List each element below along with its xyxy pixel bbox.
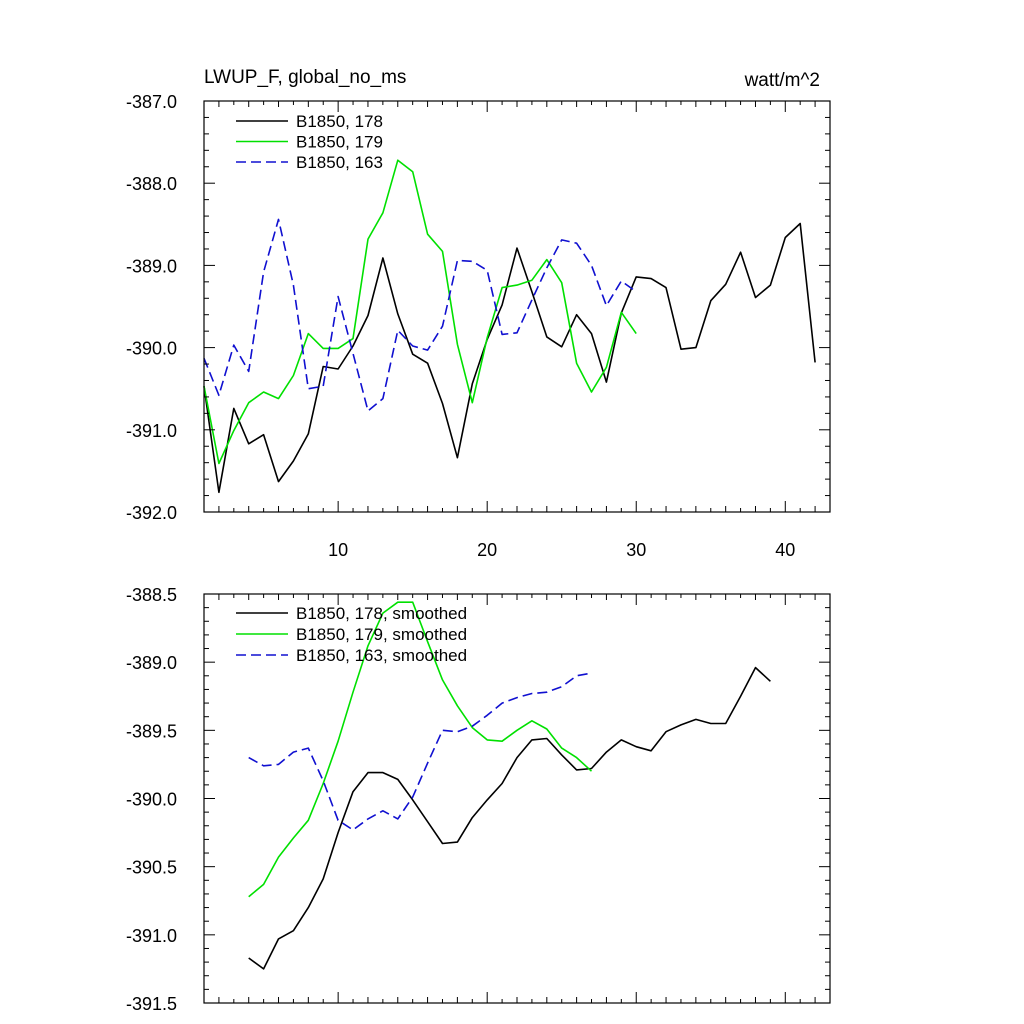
legend-label: B1850, 179, smoothed (296, 625, 467, 644)
y-tick-label: -389.5 (126, 721, 177, 741)
x-tick-label: 30 (626, 540, 646, 560)
series-line-1 (248, 666, 771, 970)
y-tick-label: -389.0 (126, 256, 177, 276)
series-lines (203, 159, 816, 494)
series-line-3 (248, 672, 592, 831)
y-tick-label: -387.0 (126, 92, 177, 112)
y-tick-label: -388.5 (126, 585, 177, 605)
y-tick-label: -392.0 (126, 503, 177, 523)
y-tick-label: -390.5 (126, 858, 177, 878)
top-panel: LWUP_F, global_no_ms watt/m^2 -392.0 -391… (126, 67, 831, 560)
bottom-panel: -391.5 -391.0 -390.5 -390.0 -389.5 -389.0 -388… (126, 585, 831, 1014)
legend-label: B1850, 178 (296, 112, 383, 131)
legend-label: B1850, 163, smoothed (296, 646, 467, 665)
x-tick-label: 10 (328, 540, 348, 560)
y-tick-label: -391.5 (126, 994, 177, 1014)
legend-label: B1850, 178, smoothed (296, 604, 467, 623)
axes: -391.5 -391.0 -390.5 -390.0 -389.5 -389.0 -388… (126, 585, 831, 1014)
units-label: watt/m^2 (744, 70, 820, 91)
series-line-3 (203, 218, 637, 412)
series-line-1 (203, 222, 816, 494)
y-tick-label: -391.0 (126, 926, 177, 946)
y-tick-label: -389.0 (126, 653, 177, 673)
x-tick-label: 20 (477, 540, 497, 560)
axes: -392.0 -391.0 -390.0 -389.0 -388.0 -387.0 10 20… (126, 92, 831, 560)
series-line-2 (203, 159, 637, 465)
series-line-2 (248, 601, 593, 898)
y-tick-label: -390.0 (126, 339, 177, 359)
legend: B1850, 178, smoothed B1850, 179, smoothed… (236, 604, 467, 665)
y-tick-label: -388.0 (126, 174, 177, 194)
y-tick-label: -391.0 (126, 421, 177, 441)
legend-label: B1850, 163 (296, 153, 383, 172)
series-lines (248, 601, 771, 970)
chart-title: LWUP_F, global_no_ms (204, 67, 406, 88)
legend-label: B1850, 179 (296, 133, 383, 152)
y-tick-label: -390.0 (126, 790, 177, 810)
x-tick-label: 40 (775, 540, 795, 560)
